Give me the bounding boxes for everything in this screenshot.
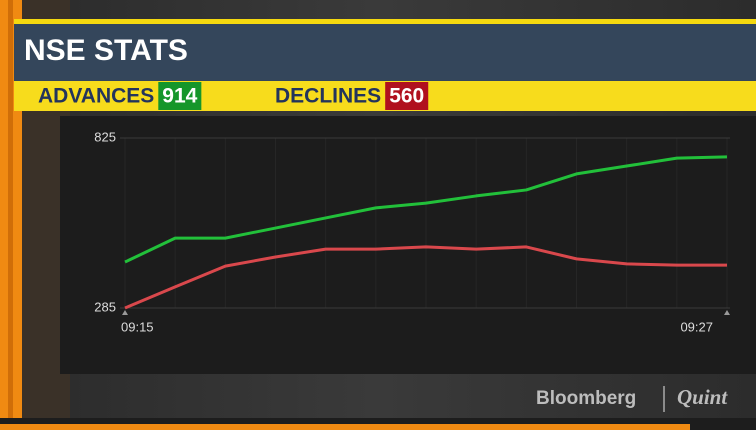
series-line — [124, 155, 728, 264]
stat-badge — [158, 82, 202, 110]
brand-quint: Quint — [677, 385, 728, 409]
title-bar — [14, 24, 756, 81]
side-stripe-shade — [8, 0, 13, 430]
stats-bar — [14, 81, 756, 111]
stat-label: DECLINES — [275, 85, 381, 108]
y-tick-label: 285 — [94, 299, 116, 314]
x-tick-label: 09:27 — [680, 319, 713, 334]
axis-arrow — [724, 310, 730, 315]
stat-badge — [385, 82, 429, 110]
stat-label: ADVANCES — [38, 85, 154, 108]
brand-bloomberg: Bloomberg — [536, 388, 636, 409]
bottom-stripe — [0, 424, 690, 430]
chart-panel — [60, 116, 756, 374]
y-tick-label: 825 — [94, 129, 116, 144]
x-tick-label: 09:15 — [121, 319, 154, 334]
axis-arrow — [122, 310, 128, 315]
stat-value: 560 — [389, 85, 424, 108]
stat-value: 914 — [162, 85, 197, 108]
title: NSE STATS — [24, 34, 188, 67]
top-rule — [14, 19, 756, 24]
series-line — [124, 245, 727, 310]
